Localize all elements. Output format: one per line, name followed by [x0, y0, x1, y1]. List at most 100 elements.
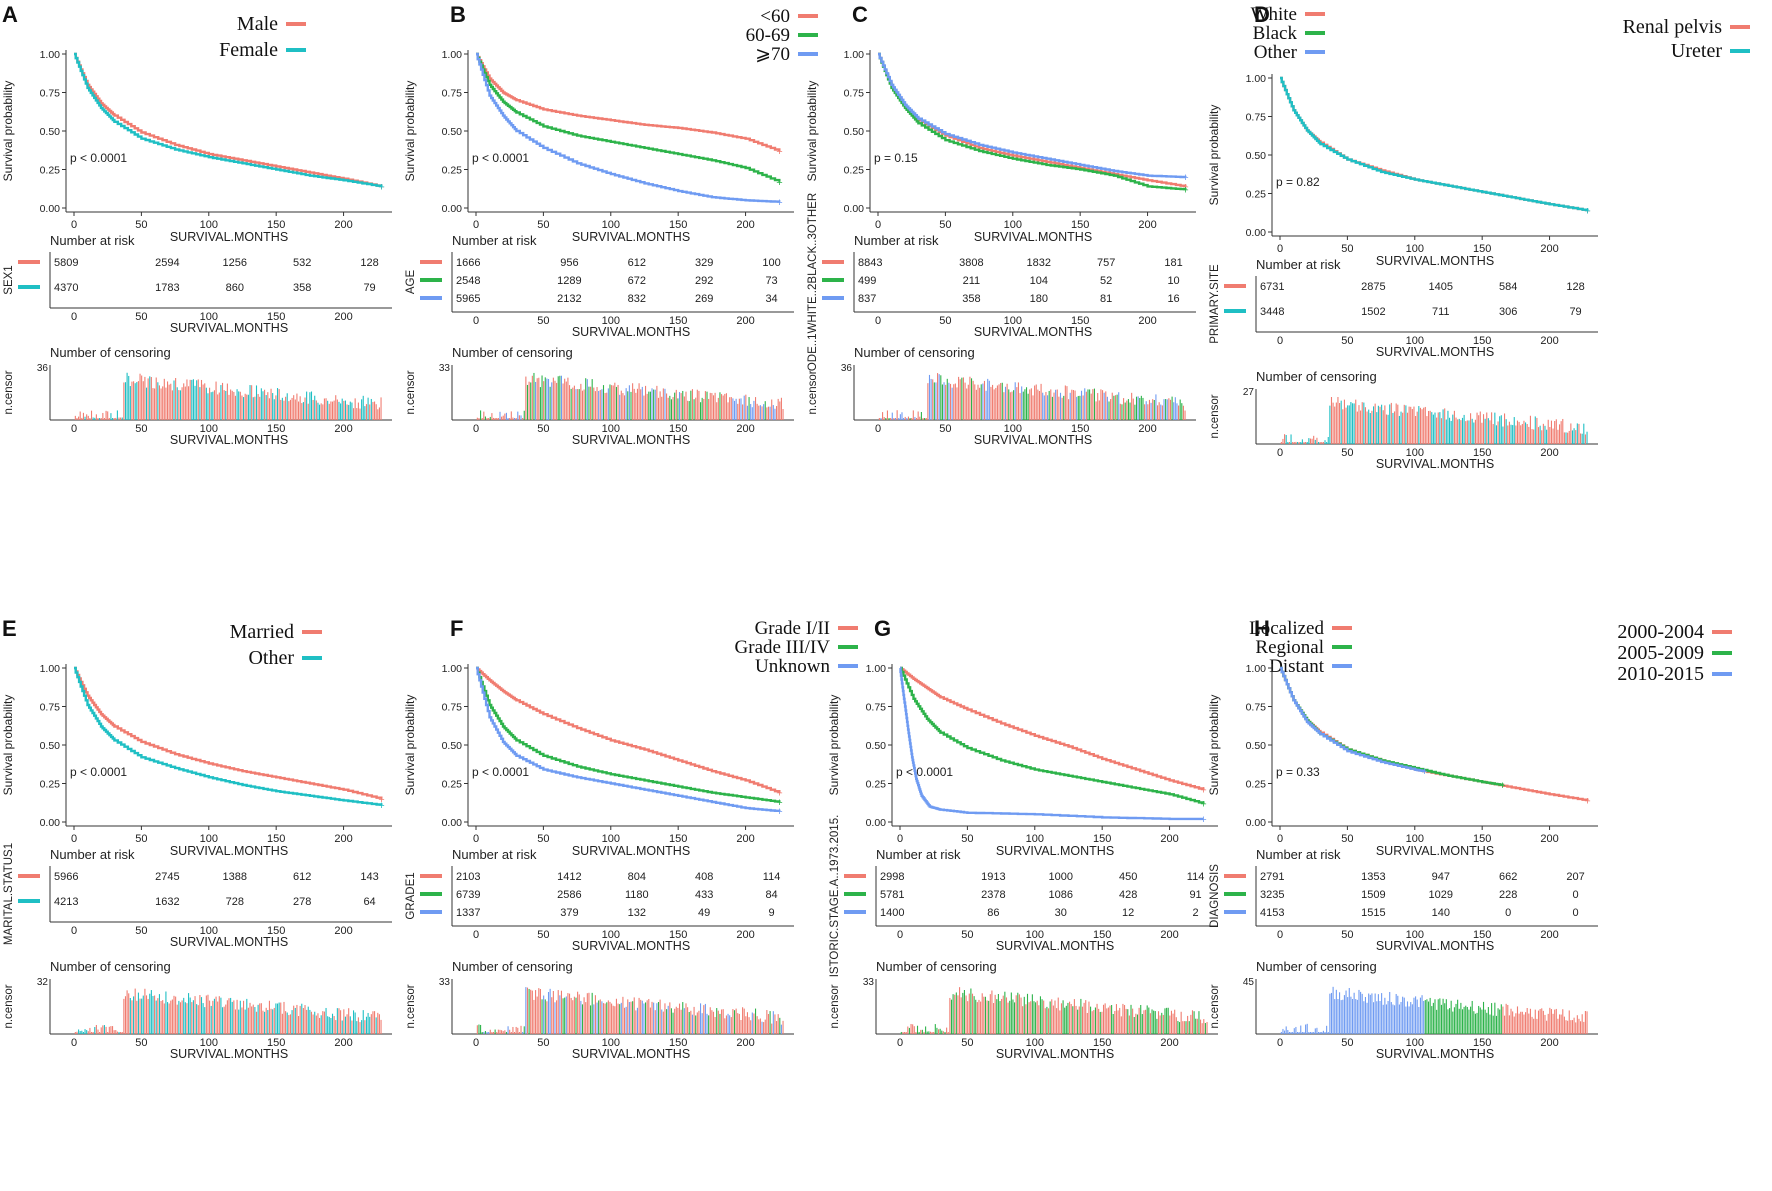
risk-cell: 450	[1119, 871, 1137, 883]
panel-letter: C	[852, 2, 868, 27]
censor-title: Number of censoring	[854, 345, 975, 360]
risk-x-title: SURVIVAL.MONTHS	[1376, 939, 1494, 953]
y-tick-label: 0.00	[40, 817, 61, 829]
censor-x-tick-label: 0	[473, 423, 479, 435]
risk-x-tick-label: 0	[875, 315, 881, 327]
x-tick-label: 50	[537, 219, 549, 231]
panel-letter: B	[450, 2, 466, 27]
risk-cell: 8843	[858, 257, 882, 269]
risk-cell: 16	[1167, 293, 1179, 305]
risk-cell: 2548	[456, 275, 480, 287]
risk-cell: 306	[1499, 306, 1517, 318]
risk-x-tick-label: 50	[135, 925, 147, 937]
censor-max-label: 32	[37, 977, 49, 988]
risk-table-title: Number at risk	[876, 847, 961, 862]
panel-letter: F	[450, 616, 463, 641]
x-axis-title: SURVIVAL.MONTHS	[572, 230, 690, 244]
risk-x-tick-label: 200	[334, 925, 352, 937]
censor-x-title: SURVIVAL.MONTHS	[170, 433, 288, 447]
risk-cell: 114	[763, 871, 781, 883]
legend-label: Black	[1253, 23, 1298, 44]
censor-mark: +	[776, 197, 782, 209]
censor-max-label: 45	[1243, 977, 1255, 988]
risk-cell: 211	[963, 275, 981, 287]
risk-x-tick-label: 50	[1341, 929, 1353, 941]
risk-cell: 1388	[223, 871, 247, 883]
censor-x-tick-label: 200	[1540, 1037, 1558, 1049]
risk-cell: 73	[765, 275, 777, 287]
y-tick-label: 0.50	[866, 740, 887, 752]
p-value: p < 0.0001	[472, 151, 529, 165]
legend-label: ⩾70	[755, 44, 790, 65]
censor-title: Number of censoring	[50, 345, 171, 360]
censor-max-label: 27	[1243, 387, 1255, 398]
x-tick-label: 50	[537, 833, 549, 845]
risk-x-tick-label: 100	[1406, 929, 1424, 941]
legend-label: 60-69	[746, 25, 790, 46]
y-tick-label: 0.75	[442, 702, 463, 714]
risk-cell: 207	[1566, 871, 1584, 883]
panel-letter: E	[2, 616, 17, 641]
curve-unknown	[476, 666, 781, 812]
risk-cell: 612	[628, 257, 646, 269]
censor-y-title: n.censor	[1209, 984, 1221, 1028]
risk-cell: 1502	[1361, 306, 1385, 318]
x-tick-label: 0	[1277, 243, 1283, 255]
risk-cell: 34	[765, 293, 777, 305]
censor-x-tick-label: 0	[897, 1037, 903, 1049]
x-tick-label: 100	[1026, 833, 1044, 845]
strata-label: GRADE1	[405, 872, 417, 919]
x-tick-label: 0	[897, 833, 903, 845]
censor-x-title: SURVIVAL.MONTHS	[974, 433, 1092, 447]
risk-x-tick-label: 150	[669, 929, 687, 941]
risk-x-tick-label: 200	[736, 929, 754, 941]
censor-mark: +	[776, 788, 782, 800]
risk-cell: 104	[1030, 275, 1048, 287]
y-tick-label: 0.00	[866, 817, 887, 829]
censor-y-title: n.censor	[829, 984, 841, 1028]
y-tick-label: 1.00	[844, 49, 865, 61]
y-tick-label: 0.25	[1246, 189, 1267, 201]
risk-cell: 1029	[1429, 889, 1453, 901]
curve-regional	[900, 666, 1205, 804]
risk-cell: 228	[1499, 889, 1517, 901]
x-tick-label: 150	[267, 833, 285, 845]
x-tick-label: 100	[602, 833, 620, 845]
risk-cell: 728	[226, 896, 244, 908]
legend-label: 2010-2015	[1617, 663, 1704, 685]
risk-cell: 91	[1189, 889, 1201, 901]
risk-x-tick-label: 0	[71, 925, 77, 937]
censor-y-title: n.censor	[405, 370, 417, 414]
x-tick-label: 50	[1341, 243, 1353, 255]
curve-2000-2004	[1280, 666, 1589, 801]
legend-label: 2000-2004	[1617, 621, 1704, 643]
risk-cell: 2745	[155, 871, 179, 883]
x-tick-label: 50	[939, 219, 951, 231]
censor-mark: +	[1182, 181, 1188, 193]
y-tick-label: 1.00	[40, 663, 61, 675]
risk-cell: 52	[1100, 275, 1112, 287]
censor-x-title: SURVIVAL.MONTHS	[170, 1047, 288, 1061]
censor-x-tick-label: 50	[135, 1037, 147, 1049]
y-tick-label: 0.00	[442, 817, 463, 829]
risk-x-title: SURVIVAL.MONTHS	[572, 939, 690, 953]
x-tick-label: 100	[200, 833, 218, 845]
risk-x-tick-label: 150	[669, 315, 687, 327]
risk-x-tick-label: 100	[1406, 335, 1424, 347]
legend-label: Regional	[1255, 637, 1324, 658]
risk-cell: 358	[962, 293, 980, 305]
y-tick-label: 0.00	[1246, 817, 1267, 829]
x-tick-label: 200	[736, 219, 754, 231]
censor-max-label: 33	[863, 977, 875, 988]
risk-cell: 30	[1055, 907, 1067, 919]
censor-x-tick-label: 200	[334, 423, 352, 435]
legend-label: Female	[219, 39, 278, 61]
censor-max-label: 33	[439, 977, 451, 988]
risk-x-title: SURVIVAL.MONTHS	[170, 321, 288, 335]
risk-cell: 1832	[1027, 257, 1051, 269]
risk-cell: 180	[1030, 293, 1048, 305]
legend-label: Distant	[1269, 656, 1325, 677]
y-axis-title: Survival probability	[1207, 105, 1221, 206]
strata-label: SEX1	[3, 265, 15, 294]
